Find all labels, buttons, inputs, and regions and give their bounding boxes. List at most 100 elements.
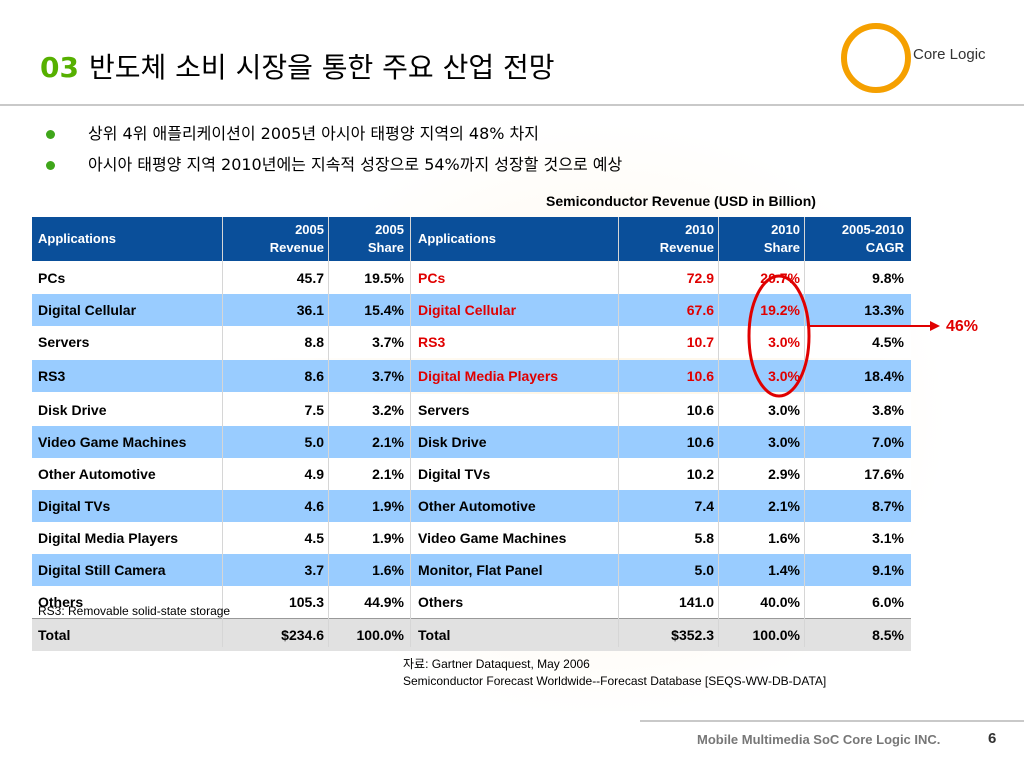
footer-company: Mobile Multimedia SoC Core Logic INC. xyxy=(697,732,941,747)
header-2010-share-label: Share xyxy=(763,240,800,255)
column-divider xyxy=(328,217,329,647)
table-caption: Semiconductor Revenue (USD in Billion) xyxy=(546,193,816,209)
cell-2005-revenue: 36.1 xyxy=(296,302,324,318)
cell-2010-share: 3.0% xyxy=(768,434,800,450)
page-number: 6 xyxy=(988,730,997,747)
cell-cagr: 18.4% xyxy=(864,368,904,384)
cell-2005-application: Other Automotive xyxy=(38,466,156,482)
cell-2005-application: RS3 xyxy=(38,368,66,384)
cell-2010-share: 3.0% xyxy=(768,368,800,384)
table-row: Video Game Machines 5.0 2.1% Disk Drive 10.6… xyxy=(32,426,911,458)
cell-cagr: 8.7% xyxy=(872,498,904,514)
source-citation: 자료: Gartner Dataquest, May 2006 Semicond… xyxy=(403,656,826,690)
cell-2005-application: Disk Drive xyxy=(38,402,107,418)
cell-2010-share: 2.9% xyxy=(768,466,800,482)
table-row: PCs 45.7 19.5% PCs 72.9 20.7% 9.8% xyxy=(32,262,911,294)
bullet-item: 상위 4위 애플리케이션이 2005년 아시아 태평양 지역의 48% 차지 xyxy=(46,120,622,151)
cell-cagr: 3.8% xyxy=(872,402,904,418)
header-2010-revenue-label: Revenue xyxy=(659,240,714,255)
cell-2005-application: PCs xyxy=(38,270,66,286)
table-row: RS3 8.6 3.7% Digital Media Players 10.6 3.0% 1… xyxy=(32,360,911,392)
cell-2005-application: Video Game Machines xyxy=(38,434,187,450)
cell-2005-application: Servers xyxy=(38,334,90,350)
source-line-2: Semiconductor Forecast Worldwide--Foreca… xyxy=(403,674,827,688)
table-row: Disk Drive 7.5 3.2% Servers 10.6 3.0% 3.8% xyxy=(32,394,911,426)
cell-2010-share: 3.0% xyxy=(768,334,800,350)
cell-2005-revenue: 4.6 xyxy=(304,498,324,514)
cell-2010-revenue: 10.2 xyxy=(686,466,714,482)
bullet-list: 상위 4위 애플리케이션이 2005년 아시아 태평양 지역의 48% 차지 아… xyxy=(46,120,622,182)
cell-cagr: 8.5% xyxy=(872,627,904,643)
cell-2010-share: 2.1% xyxy=(768,498,800,514)
cell-2010-application: Digital Cellular xyxy=(418,302,517,318)
table-row: Servers 8.8 3.7% RS3 10.7 3.0% 4.5% xyxy=(32,326,911,358)
logo-ring-icon xyxy=(841,23,911,93)
cell-2005-revenue: 105.3 xyxy=(288,594,324,610)
cell-2005-revenue: 4.9 xyxy=(304,466,324,482)
cell-2005-share: 3.2% xyxy=(372,402,404,418)
cell-2005-share: 3.7% xyxy=(372,368,404,384)
cell-2010-revenue: 5.8 xyxy=(694,530,714,546)
cell-2005-share: 19.5% xyxy=(364,270,404,286)
table-row: Others 105.3 44.9% Others 141.0 40.0% 6.0% xyxy=(32,586,911,618)
header-cagr-years: 2005-2010 xyxy=(841,222,904,237)
cell-2010-revenue: $352.3 xyxy=(671,627,714,643)
cell-cagr: 4.5% xyxy=(872,334,904,350)
cell-cagr: 17.6% xyxy=(864,466,904,482)
cell-2010-application: Others xyxy=(418,594,464,610)
callout-percentage: 46% xyxy=(946,318,979,335)
logo-text: Core Logic xyxy=(913,46,986,63)
column-divider xyxy=(222,217,223,647)
header-2005-revenue-year: 2005 xyxy=(295,222,324,237)
table-row: Digital TVs 4.6 1.9% Other Automotive 7.4 2.1… xyxy=(32,490,911,522)
section-number: 03 xyxy=(40,51,79,84)
cell-2005-revenue: 8.8 xyxy=(304,334,324,350)
highlight-ellipse xyxy=(747,274,811,398)
cell-2005-share: 15.4% xyxy=(364,302,404,318)
cell-cagr: 7.0% xyxy=(872,434,904,450)
header-2005-share-year: 2005 xyxy=(375,222,404,237)
page-title: 03 반도체 소비 시장을 통한 주요 산업 전망 xyxy=(40,46,555,86)
cell-2010-revenue: 67.6 xyxy=(686,302,714,318)
cell-2010-application: PCs xyxy=(418,270,446,286)
bullet-dot-icon xyxy=(46,130,55,139)
cell-2005-revenue: $234.6 xyxy=(281,627,324,643)
cell-cagr: 3.1% xyxy=(872,530,904,546)
cell-2010-application: Total xyxy=(418,627,451,643)
bullet-text: 아시아 태평양 지역 2010년에는 지속적 성장으로 54%까지 성장할 것으… xyxy=(88,155,623,174)
cell-2010-application: Servers xyxy=(418,402,470,418)
cell-2010-revenue: 7.4 xyxy=(694,498,714,514)
cell-2010-application: Disk Drive xyxy=(418,434,487,450)
cell-2010-share: 1.6% xyxy=(768,530,800,546)
cell-2010-share: 100.0% xyxy=(752,627,800,643)
header-2005-share-label: Share xyxy=(367,240,404,255)
cell-2010-revenue: 10.7 xyxy=(686,334,714,350)
header-cagr-label: CAGR xyxy=(865,240,904,255)
table-row: Digital Still Camera 3.7 1.6% Monitor, Flat… xyxy=(32,554,911,586)
cell-2005-share: 1.9% xyxy=(372,530,404,546)
cell-2005-share: 3.7% xyxy=(372,334,404,350)
cell-2005-revenue: 3.7 xyxy=(304,562,324,578)
cell-2010-revenue: 10.6 xyxy=(686,368,714,384)
cell-2010-application: Video Game Machines xyxy=(418,530,567,546)
cell-2010-revenue: 10.6 xyxy=(686,434,714,450)
cell-2005-share: 2.1% xyxy=(372,466,404,482)
column-divider xyxy=(718,217,719,647)
table-row: Digital Media Players 4.5 1.9% Video Game M… xyxy=(32,522,911,554)
column-divider xyxy=(410,217,411,647)
cell-2005-application: Digital Media Players xyxy=(38,530,179,546)
callout-arrow-head-icon xyxy=(930,321,940,331)
cell-cagr: 6.0% xyxy=(872,594,904,610)
cell-2005-share: 100.0% xyxy=(356,627,404,643)
cell-2005-share: 2.1% xyxy=(372,434,404,450)
cell-2005-share: 1.9% xyxy=(372,498,404,514)
title-text: 반도체 소비 시장을 통한 주요 산업 전망 xyxy=(88,51,555,84)
footer-divider xyxy=(640,720,1024,722)
footnote-rs3: RS3: Removable solid-state storage xyxy=(38,604,231,618)
table-header: Applications 2005 Revenue 2005 Share App… xyxy=(32,217,911,261)
column-divider xyxy=(618,217,619,647)
cell-2005-application: Digital TVs xyxy=(38,498,111,514)
table-total-row: Total $234.6 100.0% Total $352.3 100.0% 8.5% xyxy=(32,618,911,651)
header-2005-revenue-label: Revenue xyxy=(269,240,324,255)
cell-2005-application: Others xyxy=(38,594,84,610)
